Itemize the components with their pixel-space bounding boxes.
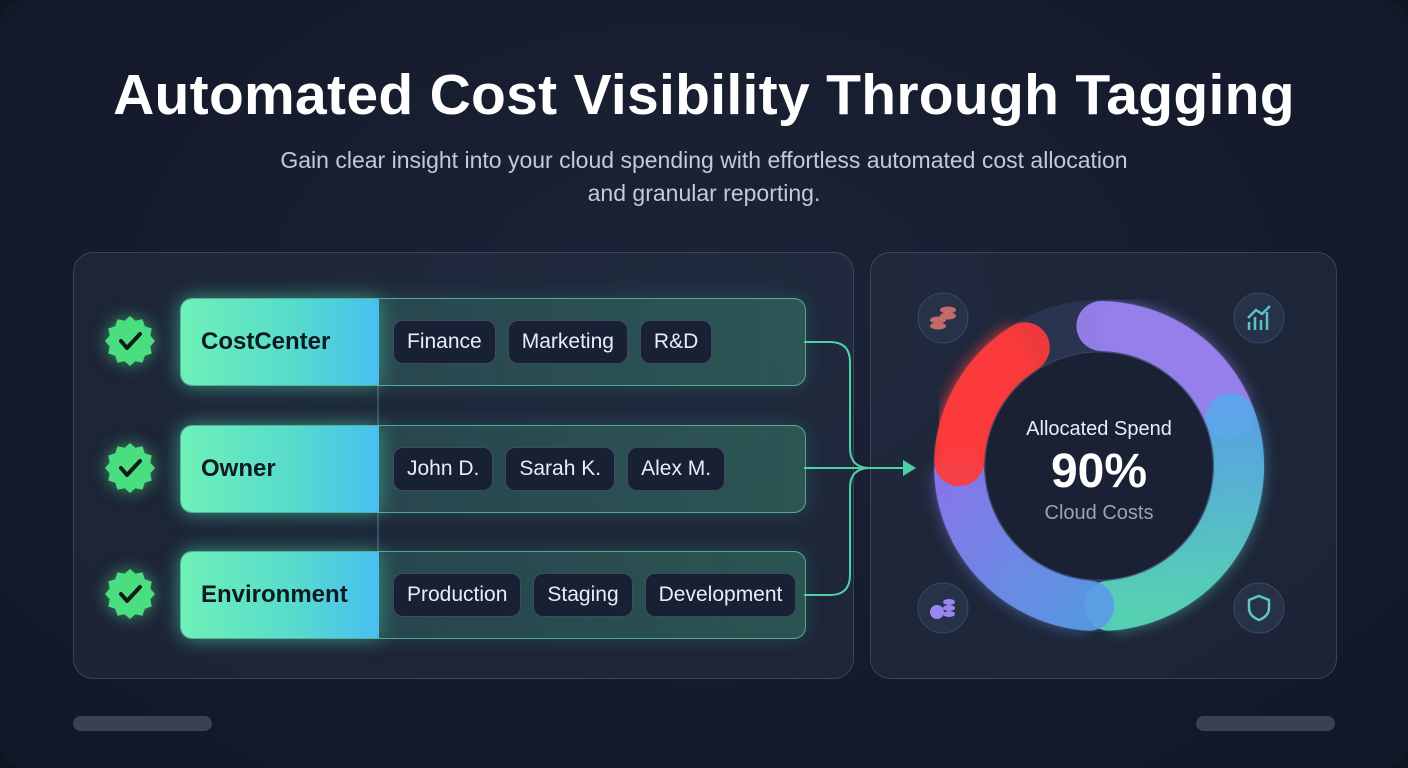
- tag-value: Production: [393, 573, 522, 617]
- donut-segment: [934, 322, 1050, 487]
- donut-segment: [1083, 393, 1265, 631]
- tag-values: Production Staging Development: [393, 573, 797, 617]
- check-mark: [119, 585, 142, 603]
- tag-value: R&D: [639, 320, 713, 364]
- tag-value: Staging: [533, 573, 633, 617]
- donut-segment: [934, 445, 1115, 631]
- check-badge: [105, 316, 155, 366]
- check-badge: [105, 569, 155, 619]
- tag-value: Sarah K.: [505, 447, 616, 491]
- summary-label: Allocated Spend: [1026, 418, 1172, 440]
- tag-key: Owner: [181, 426, 379, 512]
- summary-value: 90%: [1050, 445, 1148, 498]
- tag-values: Finance Marketing R&D: [393, 320, 713, 364]
- check-mark: [119, 459, 142, 477]
- tag-row: CostCenter Finance Marketing R&D: [180, 298, 806, 386]
- summary-caption: Cloud Costs: [1044, 502, 1154, 524]
- donut-segment: [1076, 301, 1254, 439]
- tag-key: Environment: [181, 552, 379, 638]
- tag-row: Environment Production Staging Development: [180, 551, 806, 639]
- tag-value: John D.: [393, 447, 494, 491]
- tag-value: Marketing: [507, 320, 628, 364]
- tag-row: Owner John D. Sarah K. Alex M.: [180, 425, 806, 513]
- check-badge: [105, 443, 155, 493]
- tag-values: John D. Sarah K. Alex M.: [393, 447, 726, 491]
- tag-value: Finance: [393, 320, 496, 364]
- title: Automated Cost Visibility Through Taggin…: [113, 63, 1295, 127]
- donut-inner: [984, 351, 1214, 581]
- subtitle: Gain clear insight into your cloud spend…: [280, 147, 1128, 206]
- tag-value: Alex M.: [627, 447, 726, 491]
- tag-value: Development: [644, 573, 797, 617]
- check-mark: [119, 332, 142, 350]
- tag-key: CostCenter: [181, 299, 379, 385]
